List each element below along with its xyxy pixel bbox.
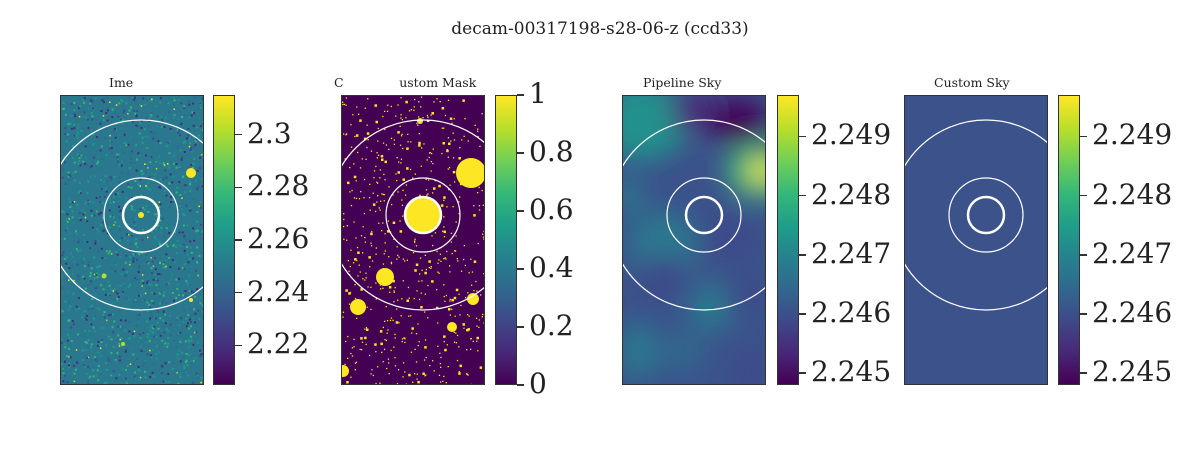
image-source bbox=[189, 298, 193, 302]
inner-ring bbox=[403, 195, 443, 235]
panel-title-image: Ime bbox=[109, 75, 134, 90]
colorbar-tick-label: 0.6 bbox=[529, 193, 574, 226]
colorbar-tick bbox=[235, 344, 242, 347]
colorbar-tick-label: 2.248 bbox=[811, 177, 892, 211]
mask-blob bbox=[467, 293, 479, 305]
colorbar-tick-label: 0.8 bbox=[529, 135, 574, 168]
colorbar-mask bbox=[495, 95, 517, 385]
image-noise bbox=[61, 96, 203, 384]
mask-blob bbox=[376, 268, 394, 286]
colorbar-tick bbox=[235, 186, 242, 189]
colorbar-tick-label: 2.248 bbox=[1092, 177, 1173, 211]
colorbar-image bbox=[213, 95, 235, 385]
colorbar-tick bbox=[235, 239, 242, 241]
colorbar-tick bbox=[517, 152, 524, 154]
middle-ring bbox=[103, 177, 179, 253]
colorbar-tick bbox=[799, 194, 806, 197]
colorbar-tick bbox=[235, 133, 242, 136]
panel-title-mask: C ustom Mask bbox=[334, 75, 477, 90]
colorbar-tick-label: 2.247 bbox=[811, 236, 892, 270]
colorbar-tick bbox=[517, 326, 524, 328]
colorbar-tick-label: 0.4 bbox=[529, 251, 574, 284]
colorbar-tick-label: 1 bbox=[529, 77, 547, 110]
colorbar-tick bbox=[517, 94, 524, 96]
colorbar-tick bbox=[1080, 194, 1087, 197]
panel-title-pipeline-sky: Pipeline Sky bbox=[643, 75, 722, 90]
middle-ring bbox=[948, 177, 1024, 253]
colorbar-custom-sky bbox=[1058, 95, 1080, 385]
colorbar-tick bbox=[799, 313, 806, 315]
colorbar-tick-label: 2.249 bbox=[1092, 118, 1173, 152]
image-heatmap bbox=[61, 96, 203, 384]
panel-title-custom-sky: Custom Sky bbox=[934, 75, 1010, 90]
colorbar-tick-label: 2.22 bbox=[247, 327, 310, 361]
pipeline-sky-panel bbox=[622, 95, 766, 385]
colorbar-tick bbox=[1080, 313, 1087, 315]
colorbar-tick bbox=[799, 135, 806, 138]
mask-panel bbox=[341, 95, 485, 385]
colorbar-tick-label: 2.249 bbox=[811, 118, 892, 152]
custom-sky-panel bbox=[904, 95, 1048, 385]
colorbar-tick-label: 2.28 bbox=[247, 169, 310, 203]
mask-blob bbox=[447, 322, 457, 332]
mask-blob bbox=[350, 299, 366, 315]
mask-noise bbox=[342, 96, 484, 384]
pipeline-sky-heatmap bbox=[623, 96, 765, 384]
colorbar-tick-label: 2.246 bbox=[811, 295, 892, 329]
mask-blob bbox=[456, 158, 484, 188]
mask-blob bbox=[404, 196, 442, 234]
colorbar-tick-label: 2.26 bbox=[247, 222, 310, 255]
custom-sky-fill bbox=[905, 96, 1047, 384]
image-source bbox=[186, 168, 196, 178]
image-source bbox=[138, 212, 144, 218]
colorbar-tick-label: 0.2 bbox=[529, 309, 574, 342]
colorbar-tick bbox=[517, 268, 524, 270]
colorbar-pipeline-sky bbox=[777, 95, 799, 385]
colorbar-tick bbox=[1080, 254, 1087, 256]
image-source bbox=[101, 273, 107, 279]
colorbar-tick-label: 2.24 bbox=[247, 274, 310, 308]
custom-sky-heatmap bbox=[905, 96, 1047, 384]
mask-background bbox=[342, 96, 484, 384]
outer-ring bbox=[61, 119, 203, 311]
inner-ring bbox=[684, 195, 724, 235]
colorbar-tick-label: 2.3 bbox=[247, 116, 292, 150]
outer-ring bbox=[905, 119, 1047, 311]
image-background bbox=[61, 96, 203, 384]
colorbar-tick bbox=[517, 384, 524, 386]
colorbar-tick bbox=[799, 372, 806, 374]
colorbar-tick bbox=[517, 210, 524, 212]
mask-blob bbox=[417, 118, 423, 124]
image-panel bbox=[60, 95, 204, 385]
colorbar-tick-label: 2.247 bbox=[1092, 236, 1173, 270]
colorbar-tick bbox=[235, 291, 242, 294]
middle-ring bbox=[385, 177, 461, 253]
colorbar-tick-label: 2.245 bbox=[811, 355, 892, 389]
figure-title: decam-00317198-s28-06-z (ccd33) bbox=[451, 19, 749, 39]
inner-ring bbox=[966, 195, 1006, 235]
outer-ring bbox=[623, 119, 765, 311]
image-source bbox=[121, 342, 125, 346]
colorbar-tick-label: 2.246 bbox=[1092, 295, 1173, 329]
middle-ring bbox=[666, 177, 742, 253]
colorbar-tick-label: 0 bbox=[529, 367, 547, 400]
outer-ring bbox=[342, 119, 484, 311]
mask-blob bbox=[342, 365, 349, 377]
colorbar-tick bbox=[1080, 372, 1087, 374]
inner-ring bbox=[121, 195, 161, 235]
mask-heatmap bbox=[342, 96, 484, 384]
colorbar-tick bbox=[799, 254, 806, 256]
colorbar-tick-label: 2.245 bbox=[1092, 355, 1173, 389]
colorbar-tick bbox=[1080, 135, 1087, 138]
